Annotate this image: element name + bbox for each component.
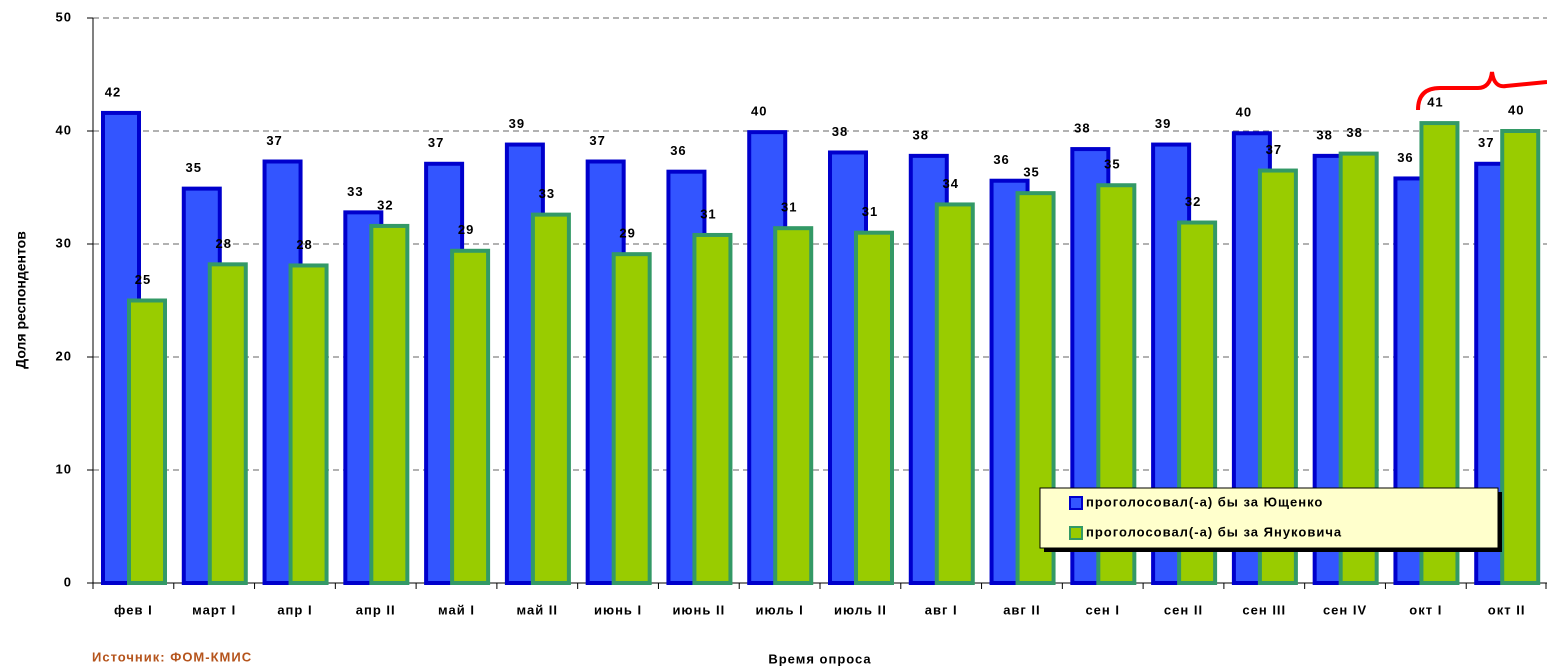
value-label: 38 bbox=[1346, 125, 1362, 140]
legend-label: проголосовал(-а) бы за Ющенко bbox=[1086, 494, 1323, 509]
x-tick-label: фев I bbox=[114, 602, 153, 617]
x-tick-label: апр I bbox=[277, 602, 312, 617]
value-label: 39 bbox=[509, 116, 525, 131]
page: {"chart_data": {"type": "bar", "x_label"… bbox=[0, 0, 1547, 671]
value-label: 28 bbox=[216, 236, 232, 251]
value-label: 36 bbox=[1397, 150, 1413, 165]
value-label: 35 bbox=[186, 160, 202, 175]
value-label: 31 bbox=[700, 206, 716, 221]
value-label: 40 bbox=[1236, 105, 1252, 120]
value-label: 39 bbox=[1155, 116, 1171, 131]
bar bbox=[856, 233, 892, 583]
x-tick-label: сен III bbox=[1242, 602, 1286, 617]
bar bbox=[533, 215, 569, 583]
legend-swatch bbox=[1070, 527, 1082, 539]
x-tick-label: июль I bbox=[755, 602, 803, 617]
y-tick-label: 40 bbox=[56, 122, 72, 137]
y-axis-title: Доля респондентов bbox=[13, 231, 29, 369]
value-label: 29 bbox=[619, 226, 635, 241]
y-tick-label: 0 bbox=[64, 574, 72, 589]
x-tick-label: июль II bbox=[834, 602, 887, 617]
bar bbox=[937, 204, 973, 583]
value-label: 36 bbox=[993, 152, 1009, 167]
legend-swatch bbox=[1070, 497, 1082, 509]
value-label: 29 bbox=[458, 222, 474, 237]
bar bbox=[614, 254, 650, 583]
value-label: 33 bbox=[539, 186, 555, 201]
value-label: 28 bbox=[296, 237, 312, 252]
value-label: 32 bbox=[1185, 194, 1201, 209]
legend: проголосовал(-а) бы за Ющенко проголосова… bbox=[1040, 488, 1502, 552]
x-tick-label: сен II bbox=[1164, 602, 1203, 617]
x-tick-label: авг II bbox=[1003, 602, 1040, 617]
x-tick-label: окт I bbox=[1409, 602, 1442, 617]
chart: Доля респондентов Время опроса Источник:… bbox=[0, 0, 1547, 671]
y-tick-label: 10 bbox=[56, 461, 72, 476]
bar bbox=[452, 251, 488, 583]
legend-label: проголосовал(-а) бы за Януковича bbox=[1086, 524, 1342, 539]
value-label: 37 bbox=[1266, 142, 1282, 157]
value-label: 38 bbox=[1074, 121, 1090, 136]
bar bbox=[210, 264, 246, 583]
bar bbox=[775, 228, 811, 583]
source: Источник: ФОМ-КМИС bbox=[92, 649, 252, 664]
y-tick-label: 20 bbox=[56, 348, 72, 363]
x-tick-label: май II bbox=[517, 602, 559, 617]
value-label: 32 bbox=[377, 197, 393, 212]
x-tick-label: май I bbox=[438, 602, 475, 617]
value-label: 36 bbox=[670, 143, 686, 158]
value-label: 38 bbox=[913, 127, 929, 142]
value-label: 33 bbox=[347, 184, 363, 199]
value-label: 25 bbox=[135, 272, 151, 287]
bar bbox=[291, 265, 327, 583]
x-tick-label: июнь II bbox=[672, 602, 725, 617]
bar bbox=[694, 235, 730, 583]
value-label: 35 bbox=[1023, 165, 1039, 180]
value-label: 35 bbox=[1104, 157, 1120, 172]
value-label: 37 bbox=[589, 133, 605, 148]
value-label: 40 bbox=[751, 104, 767, 119]
x-tick-label: авг I bbox=[925, 602, 958, 617]
value-label: 38 bbox=[1316, 127, 1332, 142]
x-tick-label: март I bbox=[192, 602, 236, 617]
bar bbox=[129, 301, 165, 584]
bar bbox=[1502, 131, 1538, 583]
y-tick-label: 30 bbox=[56, 235, 72, 250]
y-tick-label: 50 bbox=[56, 9, 72, 24]
x-tick-label: апр II bbox=[356, 602, 396, 617]
bar bbox=[371, 226, 407, 583]
value-label: 40 bbox=[1508, 102, 1524, 117]
value-label: 42 bbox=[105, 84, 121, 99]
value-label: 31 bbox=[862, 204, 878, 219]
x-axis-title: Время опроса bbox=[768, 651, 871, 666]
x-tick-label: июнь I bbox=[594, 602, 642, 617]
value-label: 41 bbox=[1427, 95, 1443, 110]
value-label: 34 bbox=[943, 176, 959, 191]
x-tick-label: сен I bbox=[1085, 602, 1120, 617]
x-tick-label: окт II bbox=[1488, 602, 1526, 617]
value-label: 37 bbox=[428, 135, 444, 150]
value-label: 31 bbox=[781, 200, 797, 215]
value-label: 38 bbox=[832, 124, 848, 139]
value-label: 37 bbox=[1478, 135, 1494, 150]
x-tick-label: сен IV bbox=[1323, 602, 1367, 617]
value-label: 37 bbox=[266, 133, 282, 148]
